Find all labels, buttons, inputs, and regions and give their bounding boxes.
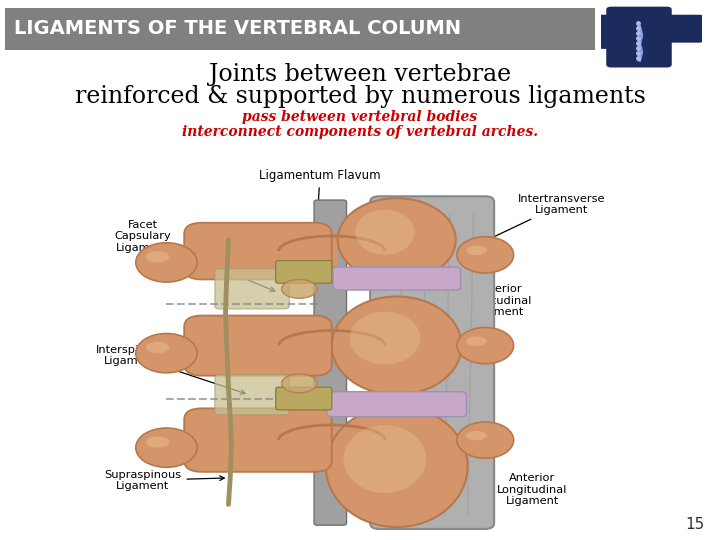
Ellipse shape: [356, 210, 415, 255]
Bar: [5, 8, 595, 50]
Ellipse shape: [466, 431, 487, 440]
FancyBboxPatch shape: [314, 200, 346, 525]
Text: 15: 15: [685, 517, 705, 532]
FancyBboxPatch shape: [333, 267, 461, 290]
Ellipse shape: [326, 406, 467, 527]
FancyBboxPatch shape: [184, 315, 332, 376]
Ellipse shape: [145, 436, 169, 448]
Ellipse shape: [466, 246, 487, 255]
Ellipse shape: [145, 251, 169, 262]
Ellipse shape: [282, 280, 317, 298]
FancyBboxPatch shape: [290, 329, 338, 362]
FancyBboxPatch shape: [187, 251, 222, 274]
Circle shape: [136, 428, 197, 467]
Text: LIGAMENTS OF THE VERTEBRAL COLUMN: LIGAMENTS OF THE VERTEBRAL COLUMN: [14, 19, 461, 38]
Circle shape: [457, 237, 513, 273]
FancyBboxPatch shape: [290, 423, 338, 457]
FancyBboxPatch shape: [290, 236, 338, 266]
FancyBboxPatch shape: [276, 261, 332, 283]
Text: pass between vertebral bodies: pass between vertebral bodies: [243, 110, 477, 124]
Ellipse shape: [282, 374, 317, 393]
Text: Facet
Capsulary
Ligament: Facet Capsulary Ligament: [114, 220, 275, 292]
FancyBboxPatch shape: [184, 222, 332, 280]
FancyBboxPatch shape: [215, 269, 289, 309]
FancyBboxPatch shape: [606, 6, 672, 68]
Text: Intertransverse
Ligament: Intertransverse Ligament: [459, 194, 606, 253]
Text: Posterior
Longitudinal
Ligament: Posterior Longitudinal Ligament: [335, 284, 532, 339]
Ellipse shape: [332, 296, 462, 395]
FancyBboxPatch shape: [596, 15, 621, 49]
FancyBboxPatch shape: [659, 15, 704, 43]
Ellipse shape: [349, 312, 420, 364]
FancyBboxPatch shape: [370, 196, 494, 529]
Text: interconnect components of vertebral arches.: interconnect components of vertebral arc…: [182, 125, 538, 139]
Circle shape: [457, 327, 513, 364]
Circle shape: [136, 334, 197, 373]
Text: Supraspinous
Ligament: Supraspinous Ligament: [104, 470, 225, 491]
Ellipse shape: [466, 336, 487, 346]
Text: Anterior
Longitudinal
Ligament: Anterior Longitudinal Ligament: [431, 473, 567, 507]
FancyBboxPatch shape: [215, 375, 289, 415]
Circle shape: [457, 422, 513, 458]
Text: Interspinous
Ligament: Interspinous Ligament: [96, 345, 245, 394]
Ellipse shape: [145, 342, 169, 353]
FancyBboxPatch shape: [327, 392, 467, 417]
FancyBboxPatch shape: [276, 387, 332, 410]
FancyBboxPatch shape: [184, 408, 332, 472]
Text: reinforced & supported by numerous ligaments: reinforced & supported by numerous ligam…: [75, 85, 645, 109]
Circle shape: [136, 243, 197, 282]
Ellipse shape: [343, 425, 426, 493]
FancyBboxPatch shape: [187, 436, 222, 459]
Text: Joints between vertebrae: Joints between vertebrae: [209, 64, 511, 86]
Ellipse shape: [338, 198, 456, 281]
Text: Ligamentum Flavum: Ligamentum Flavum: [259, 169, 381, 268]
FancyBboxPatch shape: [187, 342, 222, 364]
